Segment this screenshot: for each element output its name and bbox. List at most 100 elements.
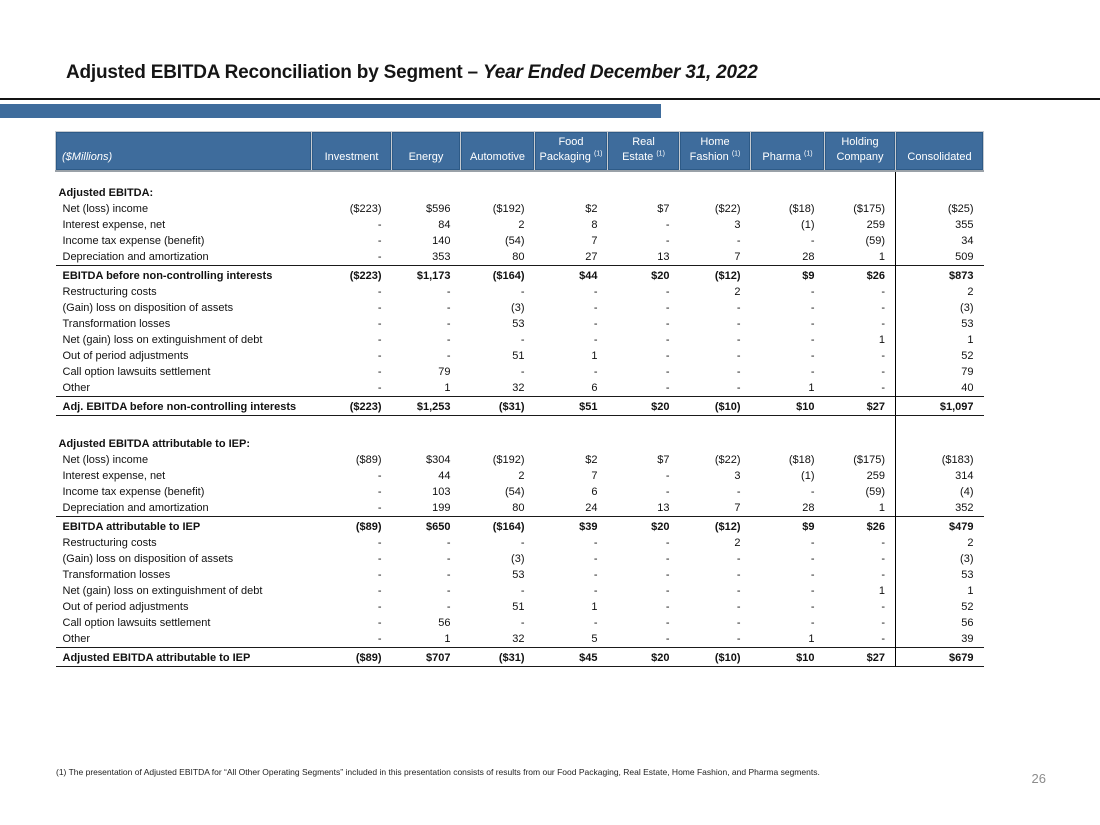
value-cell: ($223) (311, 395, 392, 416)
spacer-cell (535, 171, 608, 185)
value-cell: 24 (585, 501, 598, 514)
value-cell: - (881, 600, 885, 613)
value-cell: 53 (895, 566, 984, 583)
value-cell: $596 (426, 202, 451, 215)
column-header-pharma: Pharma (1) (750, 130, 825, 172)
value-cell: 7 (734, 501, 741, 514)
row-label: Net (gain) loss on extinguishment of deb… (62, 333, 263, 346)
empty-cell (680, 436, 751, 452)
value-cell: ($192) (492, 453, 525, 466)
value-cell: 1 (895, 582, 984, 599)
value-cell: ($25) (895, 200, 984, 217)
value-cell: 1 (444, 632, 451, 645)
value-cell: ($164) (460, 515, 535, 535)
value-cell: - (736, 381, 741, 394)
row-label: Income tax expense (benefit) (62, 485, 205, 498)
value-cell: - (665, 365, 670, 378)
title-rule (0, 98, 1100, 100)
value-cell: - (377, 501, 382, 514)
value-cell: - (377, 584, 382, 597)
table-row: Adjusted EBITDA attributable to IEP ($89)… (55, 646, 984, 667)
value-cell: - (810, 317, 815, 330)
value-cell: $2 (585, 202, 598, 215)
value-cell: ($31) (460, 646, 535, 667)
row-label: Net (loss) income (62, 202, 149, 215)
row-label: Transformation losses (62, 568, 171, 581)
value-cell: - (810, 536, 815, 549)
value-cell: - (377, 381, 382, 394)
row-label: (Gain) loss on disposition of assets (62, 552, 234, 565)
value-cell: - (593, 301, 598, 314)
value-cell: - (665, 584, 670, 597)
value-cell: - (665, 536, 670, 549)
value-cell: 79 (438, 365, 451, 378)
table-row: Other -1 32 5- -1-39 (56, 630, 984, 648)
empty-cell (461, 185, 535, 201)
row-label: Depreciation and amortization (62, 250, 209, 263)
value-cell: - (377, 333, 382, 346)
value-cell: - (881, 536, 885, 549)
value-cell: - (736, 234, 741, 247)
value-cell: - (665, 600, 670, 613)
value-cell: 1 (878, 584, 885, 597)
footnote: (1) The presentation of Adjusted EBITDA … (56, 767, 820, 777)
table-header-row: ($Millions) Investment Energy Automotive Foo… (55, 130, 984, 172)
value-cell: (59) (865, 485, 885, 498)
page-title: Adjusted EBITDA Reconciliation by Segmen… (66, 62, 758, 84)
table-row: Transformation losses - -53- - - - -53 (56, 566, 984, 583)
value-cell: (54) (504, 485, 525, 498)
value-cell: - (446, 600, 451, 613)
row-label: Interest expense, net (62, 218, 166, 231)
value-cell: 352 (895, 499, 984, 517)
table-row: Net (loss) income ($223) $596 ($192) $2 $7 ($2… (56, 200, 984, 217)
row-label: EBITDA before non-controlling interests (55, 264, 312, 284)
value-cell: ($10) (679, 646, 751, 667)
table-row: Other -1 32 6- -1-40 (56, 379, 984, 397)
row-label: (Gain) loss on disposition of assets (62, 301, 234, 314)
spacer-cell (895, 415, 984, 436)
spacer-cell (608, 171, 680, 185)
value-cell: - (446, 301, 451, 314)
value-cell: 2 (518, 469, 525, 482)
value-cell: ($12) (679, 515, 751, 535)
value-cell: 13 (657, 250, 670, 263)
value-cell: $45 (534, 646, 608, 667)
value-cell: - (810, 568, 815, 581)
spacer-cell (751, 415, 825, 436)
row-label: Depreciation and amortization (62, 501, 209, 514)
value-cell: - (881, 301, 885, 314)
row-label: Out of period adjustments (62, 349, 189, 362)
table-row: Depreciation and amortization - 353 80 27 13 7… (56, 248, 984, 266)
value-cell: - (593, 552, 598, 565)
value-cell: - (736, 485, 741, 498)
row-label: Restructuring costs (62, 285, 157, 298)
value-cell: - (377, 469, 382, 482)
spacer-cell (56, 171, 312, 185)
row-label: Transformation losses (62, 317, 171, 330)
value-cell: - (593, 317, 598, 330)
empty-cell (461, 436, 535, 452)
value-cell: - (736, 301, 741, 314)
value-cell: 39 (895, 630, 984, 648)
value-cell: (3) (511, 552, 525, 565)
column-header-real-estate: Real Estate (1) (607, 130, 680, 172)
value-cell: - (377, 250, 382, 263)
spacer-cell (680, 415, 751, 436)
value-cell: (4) (895, 483, 984, 500)
value-cell: $26 (824, 515, 896, 535)
value-cell: 53 (895, 315, 984, 332)
value-cell: - (377, 218, 382, 231)
value-cell: $1,097 (895, 395, 984, 416)
value-cell: 259 (866, 218, 885, 231)
value-cell: - (881, 568, 885, 581)
value-cell: - (665, 234, 670, 247)
value-cell: - (881, 632, 885, 645)
unit-label: ($Millions) (55, 130, 312, 172)
table-row: Net (loss) income ($89) $304 ($192) $2 $7 ($22… (56, 451, 984, 468)
value-cell: $39 (534, 515, 608, 535)
value-cell: - (810, 349, 815, 362)
value-cell: - (446, 568, 451, 581)
value-cell: - (665, 616, 670, 629)
value-cell: 140 (432, 234, 451, 247)
value-cell: - (810, 285, 815, 298)
